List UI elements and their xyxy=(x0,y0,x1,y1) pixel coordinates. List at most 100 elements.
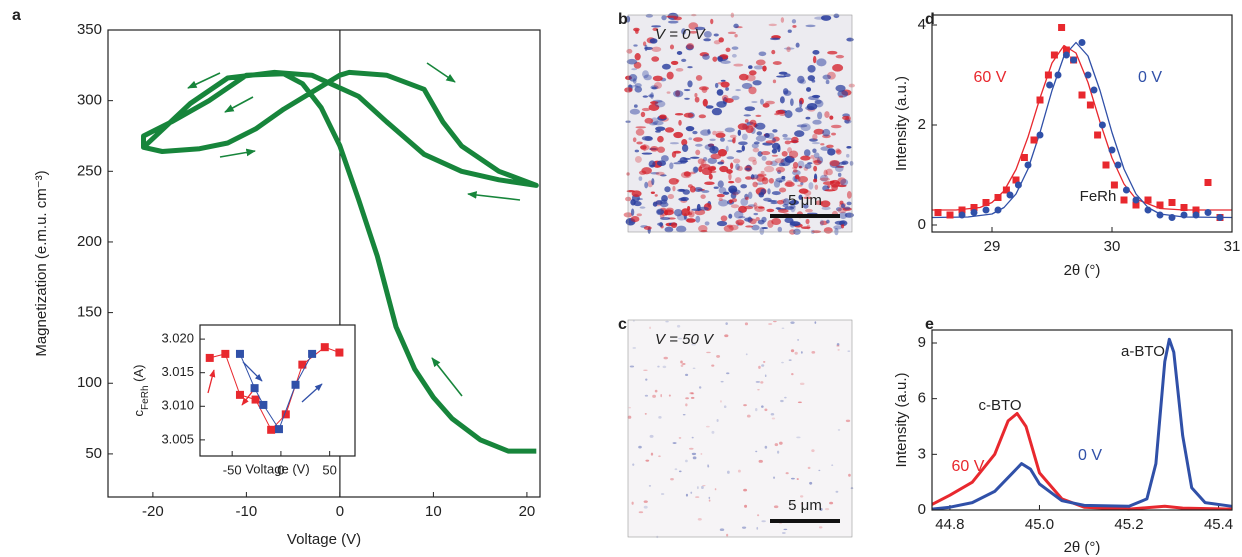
point xyxy=(1086,101,1094,109)
domain-spot xyxy=(626,218,634,224)
domain-spot xyxy=(753,141,760,145)
point xyxy=(335,348,344,357)
domain-spot xyxy=(651,178,655,186)
y-axis-label-sub: FeRh xyxy=(140,386,151,410)
domain-spot xyxy=(803,196,812,200)
domain-spot xyxy=(810,154,815,159)
arrow xyxy=(301,383,323,403)
y-tick-label: 3 xyxy=(918,445,926,462)
domain-spot xyxy=(761,177,769,185)
point xyxy=(1054,71,1062,79)
domain-spot xyxy=(838,161,847,165)
domain-spot xyxy=(642,144,647,152)
domain-spot xyxy=(819,507,823,511)
domain-spot xyxy=(634,149,640,153)
domain-spot xyxy=(685,403,688,407)
y-tick-label: 6 xyxy=(918,390,926,407)
arrow xyxy=(207,369,216,394)
domain-spot xyxy=(716,418,719,422)
domain-spot xyxy=(825,79,830,85)
domain-spot xyxy=(784,217,794,224)
domain-spot xyxy=(667,194,675,200)
domain-spot xyxy=(754,122,766,130)
domain-spot xyxy=(813,152,820,159)
point xyxy=(1168,214,1176,221)
domain-spot xyxy=(784,396,787,399)
domain-spot xyxy=(757,514,760,517)
domain-spot xyxy=(636,213,642,217)
domain-spot xyxy=(792,166,798,170)
domain-spot xyxy=(834,220,846,225)
domain-spot xyxy=(833,225,843,230)
y-tick-label: 0 xyxy=(918,216,926,233)
domain-spot xyxy=(676,51,683,55)
domain-spot xyxy=(692,367,696,370)
domain-spot xyxy=(634,83,642,88)
domain-spot xyxy=(727,31,737,35)
point xyxy=(221,349,230,358)
domain-spot xyxy=(772,61,782,65)
domain-spot xyxy=(839,211,848,220)
domain-spot xyxy=(753,202,758,209)
domain-spot xyxy=(686,43,695,50)
domain-spot xyxy=(813,165,818,172)
domain-spot xyxy=(643,369,648,371)
domain-spot xyxy=(777,226,783,233)
domain-spot xyxy=(807,466,811,470)
domain-spot xyxy=(650,145,659,152)
domain-spot xyxy=(737,469,741,473)
domain-spot xyxy=(758,365,761,369)
domain-spot xyxy=(780,17,785,23)
domain-spot xyxy=(826,144,834,148)
series-label: 60 V xyxy=(974,69,1007,86)
domain-spot xyxy=(755,135,767,142)
domain-spot xyxy=(798,194,803,200)
domain-spot xyxy=(651,86,657,90)
domain-spot xyxy=(745,225,754,228)
domain-spot xyxy=(660,216,671,221)
domain-spot xyxy=(684,97,690,100)
domain-spot xyxy=(749,218,757,225)
domain-spot xyxy=(644,44,648,52)
domain-spot xyxy=(813,128,825,135)
domain-spot xyxy=(699,163,711,169)
domain-spot xyxy=(738,141,748,146)
point xyxy=(235,349,244,358)
domain-spot xyxy=(682,189,690,195)
domain-spot xyxy=(819,174,829,182)
domain-spot xyxy=(701,190,710,193)
domain-spot xyxy=(670,478,674,481)
domain-spot xyxy=(797,338,800,341)
point xyxy=(205,353,214,362)
domain-spot xyxy=(761,405,764,408)
domain-spot xyxy=(812,119,822,125)
domain-spot xyxy=(784,140,791,145)
point xyxy=(1062,46,1070,54)
domain-spot xyxy=(678,337,683,340)
point xyxy=(1078,91,1086,99)
domain-spot xyxy=(682,363,686,365)
domain-spot xyxy=(672,442,677,444)
domain-spot xyxy=(757,389,760,391)
domain-spot xyxy=(720,380,724,383)
arrow xyxy=(242,361,263,382)
domain-spot xyxy=(788,150,799,159)
x-tick-label: 20 xyxy=(519,503,536,520)
domain-spot xyxy=(733,63,744,67)
domain-spot xyxy=(673,162,683,165)
domain-spot xyxy=(641,135,653,141)
domain-spot xyxy=(796,478,799,481)
domain-spot xyxy=(764,445,768,449)
domain-spot xyxy=(751,224,760,231)
domain-spot xyxy=(652,394,656,398)
domain-spot xyxy=(844,119,852,124)
micrograph-frame xyxy=(627,14,853,233)
domain-spot xyxy=(784,110,793,119)
domain-spot xyxy=(764,165,775,173)
domain-spot xyxy=(771,142,781,150)
domain-spot xyxy=(775,166,786,173)
domain-spot xyxy=(785,472,789,475)
domain-spot xyxy=(805,208,813,213)
domain-spot xyxy=(641,167,652,175)
domain-spot xyxy=(630,208,635,216)
